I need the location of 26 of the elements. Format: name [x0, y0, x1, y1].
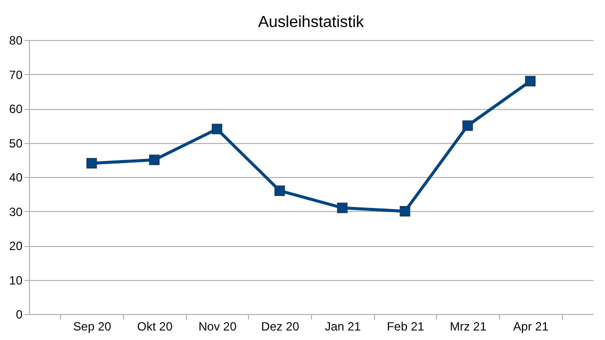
- x-tick-label: Okt 20: [137, 320, 173, 334]
- point: [400, 206, 410, 216]
- x-tick-label: Sep 20: [73, 320, 112, 334]
- y-tick-label: 80: [9, 34, 23, 48]
- point: [462, 120, 473, 131]
- y-tick-label: 60: [9, 102, 23, 116]
- point: [212, 124, 222, 134]
- x-tick-label: Nov 20: [198, 320, 237, 334]
- chart-title: Ausleihstatistik: [258, 14, 365, 31]
- point: [337, 202, 348, 214]
- y-tick-label: 40: [9, 170, 23, 184]
- y-tick-label: 10: [9, 273, 23, 288]
- y-tick-label: 70: [9, 68, 23, 82]
- x-tick-label: Mrz 21: [450, 320, 487, 334]
- point: [274, 185, 285, 196]
- x-tick-label: Feb 21: [386, 320, 425, 334]
- y-tick-label: 50: [9, 136, 23, 150]
- y-tick-label: 30: [9, 204, 23, 219]
- x-tick-label: Jan 21: [324, 320, 362, 334]
- y-tick-label: 20: [9, 239, 23, 253]
- point: [86, 158, 97, 169]
- point: [525, 76, 536, 86]
- point: [149, 154, 160, 166]
- y-tick-label: 0: [16, 308, 23, 322]
- x-tick-label: Dez 20: [261, 320, 300, 334]
- x-tick-label: Apr 21: [513, 320, 549, 334]
